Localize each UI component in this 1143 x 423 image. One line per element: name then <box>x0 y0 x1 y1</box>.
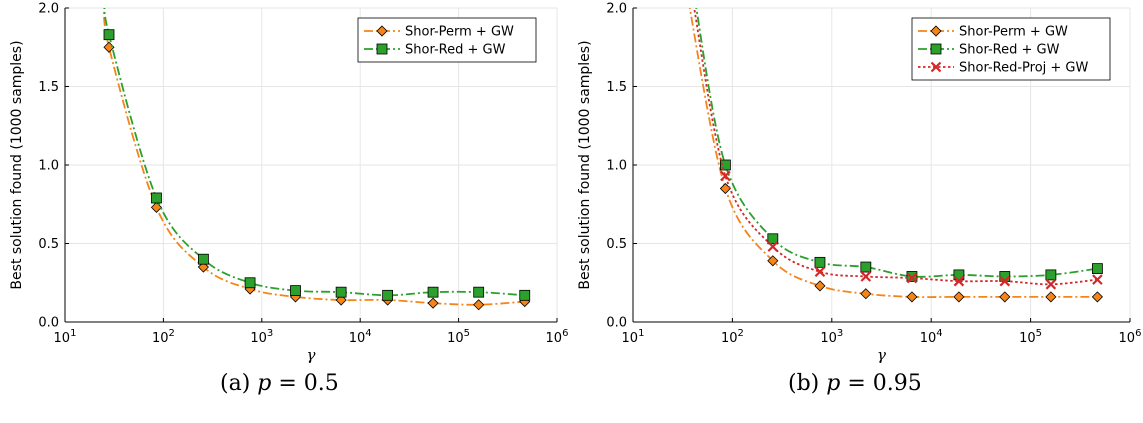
data-point <box>382 289 394 301</box>
x-tick-label: 105 <box>1019 328 1042 346</box>
data-point <box>860 288 872 300</box>
series-line-0 <box>103 8 525 306</box>
legend-box <box>357 17 537 63</box>
data-point <box>1045 269 1057 281</box>
data-point <box>1091 291 1103 303</box>
data-point <box>814 256 826 268</box>
x-tick-label: 103 <box>820 328 843 346</box>
caption: (b) p = 0.95 <box>788 371 922 396</box>
data-point <box>767 255 779 267</box>
data-point <box>860 271 872 282</box>
x-tick-label: 102 <box>152 328 175 346</box>
legend-label: Shor-Red + GW <box>405 43 506 58</box>
data-point <box>1092 274 1103 285</box>
data-point <box>427 286 439 298</box>
data-point <box>906 272 918 284</box>
legend-marker <box>376 43 388 55</box>
y-tick-label: 0.5 <box>606 237 627 252</box>
data-point <box>906 271 918 282</box>
legend-marker <box>930 25 942 37</box>
data-point <box>720 170 731 182</box>
y-tick-label: 2.0 <box>606 2 627 17</box>
y-tick-label: 0.0 <box>606 316 627 331</box>
data-point <box>473 286 485 298</box>
x-tick-label: 106 <box>546 328 569 346</box>
x-tick-label: 105 <box>447 328 470 346</box>
legend-marker <box>376 25 388 37</box>
x-tick-label: 101 <box>622 328 645 346</box>
data-point <box>719 182 731 195</box>
data-point <box>519 289 531 301</box>
data-point <box>151 192 162 204</box>
x-tick-label: 104 <box>920 328 943 346</box>
legend-box <box>911 17 1111 81</box>
data-point <box>767 241 779 252</box>
legend: Shor-Perm + GW Shor-Red + GW <box>357 17 537 63</box>
legend-label: Shor-Perm + GW <box>405 25 514 40</box>
chart-panel-a: 101 102 103 104 105 106 0.0 0.5 1.0 1.5 2.0 γ Best s… <box>9 2 569 397</box>
y-axis-label: Best solution found (1000 samples) <box>9 40 25 289</box>
x-tick-label: 106 <box>1119 328 1142 346</box>
data-point <box>290 285 301 297</box>
y-tick-label: 2.0 <box>38 2 59 17</box>
series-line-1 <box>103 8 525 297</box>
data-point <box>1045 279 1057 290</box>
data-point <box>906 291 918 303</box>
data-point <box>953 291 965 303</box>
data-point <box>1045 291 1057 303</box>
data-point <box>198 253 209 265</box>
x-axis-label: γ <box>307 346 316 364</box>
data-point <box>814 266 826 278</box>
x-tick-label: 102 <box>721 328 744 346</box>
y-tick-label: 1.5 <box>38 80 59 95</box>
data-point <box>814 280 826 292</box>
legend-label: Shor-Perm + GW <box>959 25 1068 40</box>
chart-panel-b: 101 102 103 104 105 106 0.0 0.5 1.0 1.5 2.0 γ Best s… <box>577 2 1142 397</box>
y-tick-label: 1.0 <box>606 159 627 174</box>
y-tick-label: 1.5 <box>606 80 627 95</box>
legend-marker <box>930 61 942 73</box>
data-point <box>1092 263 1103 275</box>
x-tick-label: 101 <box>54 328 77 346</box>
y-tick-label: 1.0 <box>38 159 59 174</box>
data-point <box>427 297 439 309</box>
y-tick-label: 0.0 <box>38 316 59 331</box>
legend-marker <box>930 43 942 55</box>
x-tick-label: 103 <box>250 328 273 346</box>
data-point <box>999 291 1011 303</box>
data-point <box>719 159 731 171</box>
y-tick-label: 0.5 <box>38 237 59 252</box>
data-point <box>473 299 485 311</box>
caption: (a) p = 0.5 <box>220 371 339 396</box>
x-tick-label: 104 <box>349 328 372 346</box>
plot-area <box>103 8 531 311</box>
legend: Shor-Perm + GW Shor-Red + GW Shor-Red-Proj… <box>911 17 1111 81</box>
data-point <box>860 261 872 273</box>
legend-label: Shor-Red + GW <box>959 43 1060 58</box>
x-axis-label: γ <box>877 346 886 364</box>
data-point <box>767 233 779 245</box>
data-point <box>103 29 115 41</box>
plot-area <box>688 8 1103 303</box>
legend-label: Shor-Red-Proj + GW <box>959 61 1089 76</box>
data-point <box>999 275 1011 287</box>
data-point <box>244 277 256 289</box>
data-point <box>335 286 347 298</box>
data-point <box>953 275 965 287</box>
y-axis-label: Best solution found (1000 samples) <box>577 40 593 289</box>
